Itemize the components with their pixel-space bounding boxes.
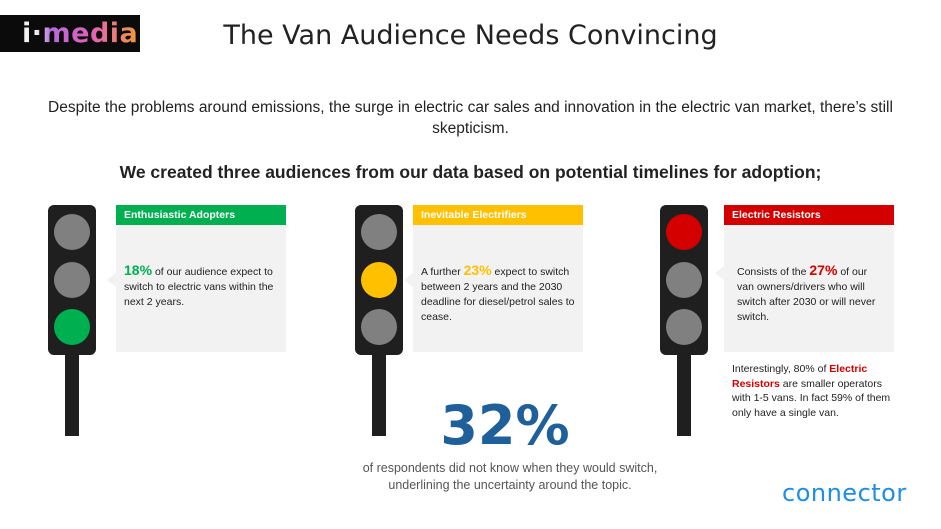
lamp-amber-off <box>666 262 702 298</box>
resistor-note-highlight: Electric Resistors <box>732 363 868 390</box>
lamp-red-on <box>666 214 702 250</box>
card-pointer-1 <box>107 273 116 287</box>
lamp-amber-on <box>361 262 397 298</box>
lamp-red-off <box>54 214 90 250</box>
intro-text: Despite the problems around emissions, t… <box>48 99 893 137</box>
audience-card-title: Enthusiastic Adopters <box>116 205 286 225</box>
traffic-light-icon-2 <box>355 205 403 355</box>
audience-card-title: Electric Resistors <box>724 205 894 225</box>
card-pointer-2 <box>404 273 413 287</box>
resistor-note: Interestingly, 80% of Electric Resistors… <box>732 363 891 419</box>
traffic-light-pole-3 <box>677 352 691 436</box>
traffic-light-pole-2 <box>372 352 386 436</box>
audience-card-resistors: Electric Resistors Consists of the 27% o… <box>724 205 894 352</box>
card-pointer-3 <box>715 266 724 280</box>
traffic-light-icon-3 <box>660 205 708 355</box>
page-title: The Van Audience Needs Convincing <box>223 20 718 51</box>
traffic-light-icon-1 <box>48 205 96 355</box>
audience-percent: 27% <box>809 262 838 278</box>
lamp-amber-off <box>54 262 90 298</box>
lamp-green-off <box>666 309 702 345</box>
audience-percent: 23% <box>463 262 492 278</box>
lamp-red-off <box>361 214 397 250</box>
audience-card-description: 18% of our audience expect to switch to … <box>124 262 274 309</box>
audience-card-description: Consists of the 27% of our van owners/dr… <box>737 262 876 324</box>
lamp-green-on <box>54 309 90 345</box>
connector-logo: connector <box>782 479 907 507</box>
headline-stat-value: 32% <box>440 394 570 457</box>
audiences-subheading: We created three audiences from our data… <box>119 162 822 182</box>
imedia-logo-text: i·media <box>22 18 139 49</box>
audience-card-enthusiastic: Enthusiastic Adopters 18% of our audienc… <box>116 205 286 352</box>
audience-card-description: A further 23% expect to switch between 2… <box>421 262 575 324</box>
audience-card-inevitable: Inevitable Electrifiers A further 23% ex… <box>413 205 583 352</box>
audience-percent: 18% <box>124 262 153 278</box>
imedia-logo: i·media <box>0 15 140 52</box>
headline-stat-caption: of respondents did not know when they wo… <box>362 461 658 492</box>
lamp-green-off <box>361 309 397 345</box>
audience-card-title: Inevitable Electrifiers <box>413 205 583 225</box>
traffic-light-pole-1 <box>65 352 79 436</box>
